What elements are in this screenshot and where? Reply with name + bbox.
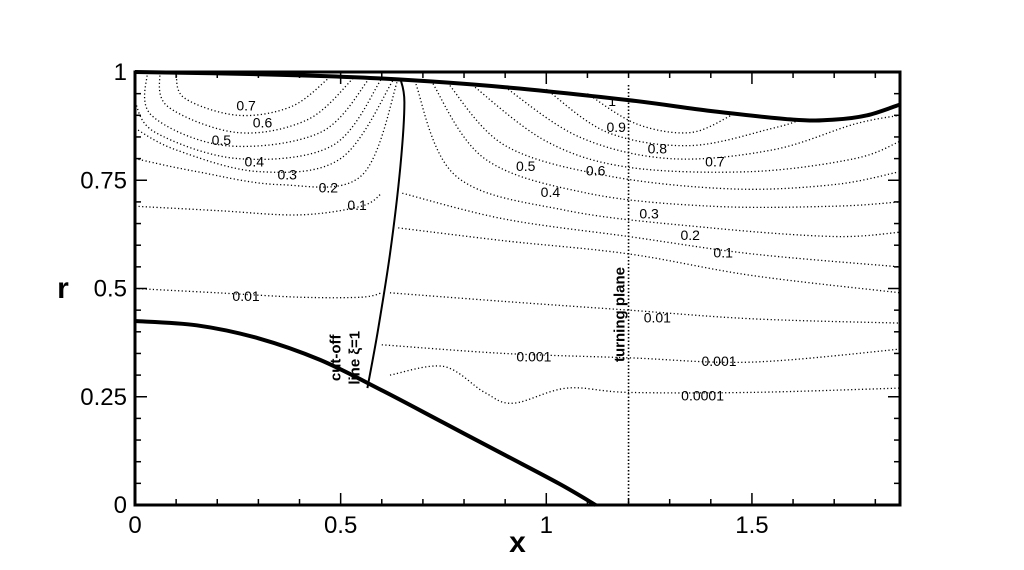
contour-line-2 bbox=[143, 72, 370, 148]
contour-label-12: 0.5 bbox=[516, 158, 536, 174]
contour-label-8: 1 bbox=[608, 93, 616, 109]
turning-plane-annotation: turning plane bbox=[612, 267, 629, 362]
contour-label-6: 0.1 bbox=[347, 197, 367, 213]
x-tick-label-3: 1.5 bbox=[735, 512, 768, 539]
contour-label-16: 0.2 bbox=[681, 227, 701, 243]
contour-line-11 bbox=[471, 84, 900, 173]
contour-label-10: 0.8 bbox=[648, 141, 668, 157]
contour-line-4 bbox=[135, 78, 395, 173]
y-tick-label-1: 0.25 bbox=[80, 384, 127, 411]
inner-body-line bbox=[134, 319, 597, 507]
contour-line-0 bbox=[175, 72, 329, 117]
contour-label-19: 0.001 bbox=[516, 348, 551, 364]
contour-line-3 bbox=[135, 78, 383, 161]
contour-label-5: 0.2 bbox=[319, 180, 339, 196]
contour-label-2: 0.5 bbox=[212, 132, 232, 148]
cutoff-line bbox=[366, 78, 406, 389]
contour-label-13: 0.6 bbox=[586, 162, 606, 178]
x-tick-label-1: 0.5 bbox=[324, 512, 357, 539]
contour-line-15 bbox=[402, 192, 900, 268]
contour-label-3: 0.4 bbox=[245, 154, 265, 170]
contour-line-6 bbox=[135, 192, 383, 216]
cutoff-annotation-line1: cut-off bbox=[328, 333, 345, 381]
contour-line-19 bbox=[389, 365, 900, 404]
axis-ticks: 0 0.5 1 1.5 0 0.25 0.5 0.75 1 bbox=[80, 59, 900, 539]
contour-label-18: 0.01 bbox=[644, 310, 671, 326]
cutoff-annotation-line2: line ξ=1 bbox=[347, 331, 364, 385]
contour-line-8 bbox=[587, 93, 732, 134]
x-tick-label-0: 0 bbox=[128, 512, 141, 539]
y-tick-label-4: 1 bbox=[114, 59, 127, 86]
contour-line-1 bbox=[158, 72, 354, 134]
contour-line-16 bbox=[398, 227, 900, 294]
contour-label-9: 0.9 bbox=[606, 119, 626, 135]
y-tick-label-0: 0 bbox=[114, 492, 127, 519]
contour-labels: 0.7 0.6 0.5 0.4 0.3 0.2 0.1 0.01 1 0.9 0.8 0.7 0.5 0.… bbox=[212, 93, 737, 403]
contour-line-9 bbox=[545, 88, 802, 147]
contour-label-4: 0.3 bbox=[277, 167, 297, 183]
x-axis-label: x bbox=[509, 526, 526, 559]
contour-label-7: 0.01 bbox=[232, 288, 259, 304]
x-tick-label-2: 1 bbox=[540, 512, 553, 539]
contour-line-14 bbox=[414, 80, 900, 238]
contour-line-5 bbox=[135, 78, 399, 188]
contour-label-21: 0.0001 bbox=[681, 387, 724, 403]
contour-line-10 bbox=[504, 86, 900, 160]
contour-label-0: 0.7 bbox=[236, 97, 256, 113]
contour-label-11: 0.7 bbox=[705, 154, 725, 170]
contour-label-20: 0.001 bbox=[702, 353, 737, 369]
y-tick-label-3: 0.75 bbox=[80, 167, 127, 194]
boundaries bbox=[134, 70, 901, 507]
y-axis-label: r bbox=[57, 272, 69, 305]
contour-label-1: 0.6 bbox=[253, 115, 273, 131]
contour-line-18 bbox=[381, 344, 900, 364]
contour-label-17: 0.1 bbox=[713, 245, 733, 261]
y-tick-label-2: 0.5 bbox=[94, 276, 127, 303]
contour-label-14: 0.4 bbox=[541, 184, 561, 200]
contour-label-15: 0.3 bbox=[639, 206, 659, 222]
